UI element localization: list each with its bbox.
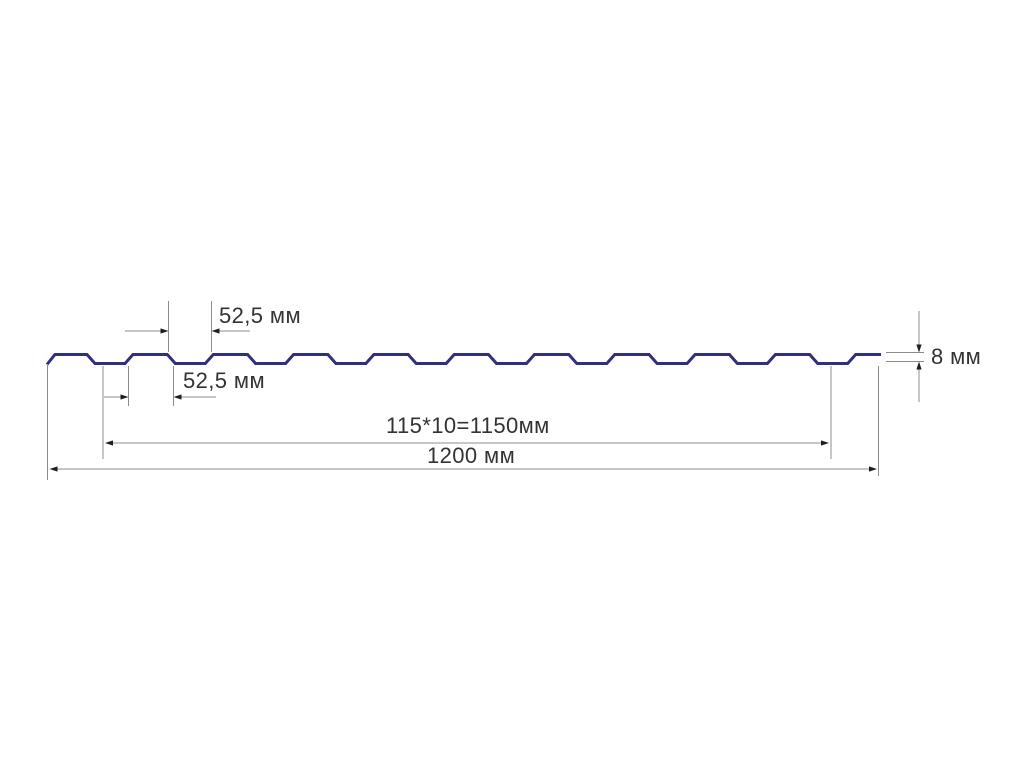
arrowhead-bottom-pitch-right [173,394,182,400]
arrowhead-height-down [916,344,922,353]
arrowhead-top-pitch-right [211,328,220,334]
sheet-profile-path [45,353,881,366]
arrowhead-bottom-pitch-left [120,394,129,400]
label-working-width: 115*10=1150мм [386,413,550,438]
label-rib-pitch-top: 52,5 мм [219,303,301,328]
arrowhead-overall-width-right [869,466,877,472]
arrowhead-working-width-left [105,440,113,446]
label-profile-height: 8 мм [931,344,982,369]
arrowhead-height-up [916,361,922,370]
arrowhead-top-pitch-left [160,328,169,334]
arrowhead-working-width-right [821,440,829,446]
label-rib-pitch-bottom: 52,5 мм [183,368,265,393]
arrowhead-overall-width-left [49,466,58,472]
label-overall-width: 1200 мм [427,443,516,468]
